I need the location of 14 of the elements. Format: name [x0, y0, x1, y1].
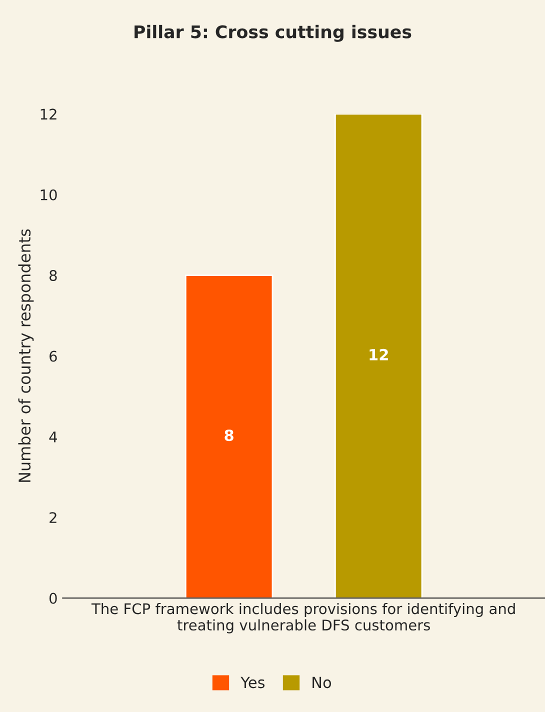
legend-label: No [312, 676, 332, 688]
legend-label: Yes [240, 676, 265, 688]
chart-title: Pillar 5: Cross cutting issues [134, 24, 412, 42]
y-tick-label: 10 [40, 189, 57, 200]
y-tick-label: 0 [49, 592, 57, 604]
x-tick-label: The FCP framework includes provisions for identifying and treating vulnerable DFS customers [91, 602, 515, 634]
y-axis-title: Number of country respondents [18, 229, 34, 482]
y-tick-label: 6 [50, 350, 57, 362]
y-tick-label: 4 [49, 432, 57, 442]
y-tick-label: 8 [50, 270, 57, 282]
y-tick-label: 12 [40, 108, 56, 120]
data-label: 12 [370, 348, 388, 360]
data-label: 8 [224, 430, 234, 442]
y-tick-label: 2 [50, 512, 56, 523]
